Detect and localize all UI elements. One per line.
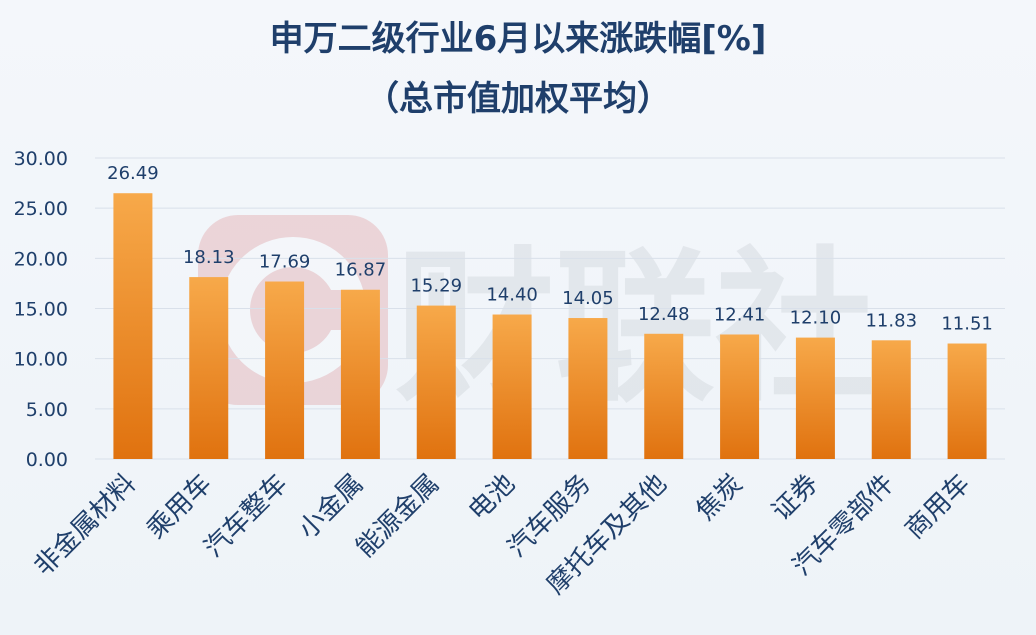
data-label: 16.87	[335, 260, 387, 281]
x-tick-label: 能源金属	[350, 469, 445, 564]
y-tick-label: 0.00	[26, 449, 68, 471]
bar	[947, 343, 987, 459]
data-label: 18.13	[183, 247, 235, 268]
bar	[492, 314, 532, 459]
data-label: 26.49	[107, 163, 159, 184]
bar	[795, 337, 835, 459]
bar	[871, 340, 911, 459]
data-label: 12.41	[714, 304, 766, 325]
y-axis: 0.00 5.00 10.00 15.00 20.00 25.00 30.00	[14, 148, 68, 471]
x-tick-label: 非金属材料	[29, 469, 142, 582]
chart-subtitle: （总市值加权平均）	[365, 79, 671, 119]
data-label: 14.05	[562, 288, 614, 309]
data-label: 17.69	[259, 252, 311, 273]
x-tick-label: 电池	[463, 469, 521, 527]
watermark-text: 财联社	[395, 232, 875, 424]
chart-title: 申万二级行业6月以来涨跌幅[%]	[269, 19, 767, 59]
x-tick-label: 焦炭	[691, 469, 749, 527]
data-label: 12.48	[638, 304, 690, 325]
bar	[189, 277, 229, 459]
data-label: 14.40	[486, 285, 538, 306]
y-tick-label: 15.00	[14, 299, 68, 321]
bar	[720, 334, 760, 459]
y-tick-label: 30.00	[14, 148, 68, 170]
data-label: 11.83	[865, 310, 917, 331]
bar	[340, 289, 380, 459]
bar	[568, 318, 608, 459]
y-tick-label: 5.00	[26, 399, 68, 421]
x-tick-label: 证券	[766, 469, 824, 527]
data-label: 12.10	[790, 308, 842, 329]
data-label: 15.29	[410, 276, 462, 297]
y-tick-label: 20.00	[14, 248, 68, 270]
x-tick-label: 汽车整车	[199, 469, 294, 564]
grid	[95, 157, 1005, 460]
y-tick-label: 10.00	[14, 349, 68, 371]
bar	[416, 305, 456, 459]
bars	[113, 193, 987, 460]
data-labels: 26.49 18.13 17.69 16.87 15.29 14.40 14.05 12.48…	[107, 163, 993, 334]
bar	[113, 193, 153, 460]
data-label: 11.51	[941, 314, 993, 335]
y-tick-label: 25.00	[14, 198, 68, 220]
x-tick-label: 商用车	[900, 469, 976, 545]
bar	[265, 281, 305, 459]
bar	[644, 333, 684, 459]
